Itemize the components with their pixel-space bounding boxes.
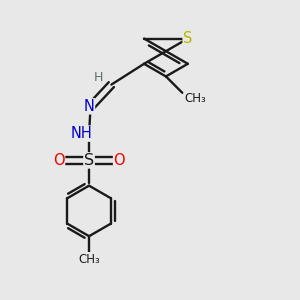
Text: NH: NH: [71, 126, 92, 141]
Text: N: N: [84, 99, 94, 114]
Text: CH₃: CH₃: [185, 92, 206, 105]
Text: S: S: [183, 31, 193, 46]
Text: S: S: [84, 153, 94, 168]
Text: O: O: [114, 153, 125, 168]
Text: O: O: [53, 153, 64, 168]
Text: CH₃: CH₃: [78, 253, 100, 266]
Text: H: H: [93, 71, 103, 84]
